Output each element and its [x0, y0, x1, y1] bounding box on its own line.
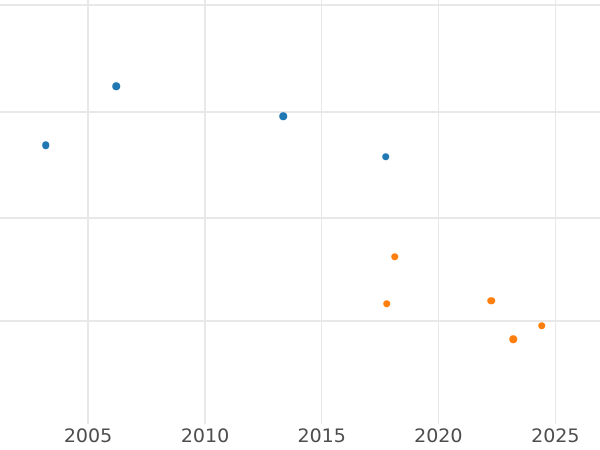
scatter-point-orange-series-4 [537, 321, 546, 330]
scatter-point-blue-series-2 [279, 112, 288, 121]
gridline-vertical-2 [320, 0, 323, 424]
scatter-point-orange-series-3 [509, 335, 518, 344]
scatter-point-orange-series-2 [487, 296, 495, 305]
gridline-vertical-3 [437, 0, 440, 424]
gridline-vertical-0 [87, 0, 89, 424]
gridline-horizontal-2 [0, 217, 600, 219]
x-tick-label-2025: 2025 [531, 425, 580, 447]
scatter-point-blue-series-3 [381, 152, 390, 161]
gridline-horizontal-0 [0, 4, 600, 6]
gridline-horizontal-1 [0, 111, 600, 113]
scatter-point-blue-series-0 [41, 141, 50, 149]
x-tick-label-2005: 2005 [63, 425, 113, 447]
scatter-point-orange-series-0 [382, 299, 391, 308]
gridline-vertical-1 [204, 0, 206, 424]
scatter-point-blue-series-1 [112, 82, 120, 90]
x-tick-label-2020: 2020 [414, 425, 463, 447]
gridline-vertical-4 [554, 0, 557, 424]
gridline-horizontal-3 [0, 320, 600, 322]
x-tick-label-2015: 2015 [297, 425, 346, 447]
x-tick-label-2010: 2010 [180, 425, 230, 447]
scatter-point-orange-series-1 [390, 252, 399, 261]
